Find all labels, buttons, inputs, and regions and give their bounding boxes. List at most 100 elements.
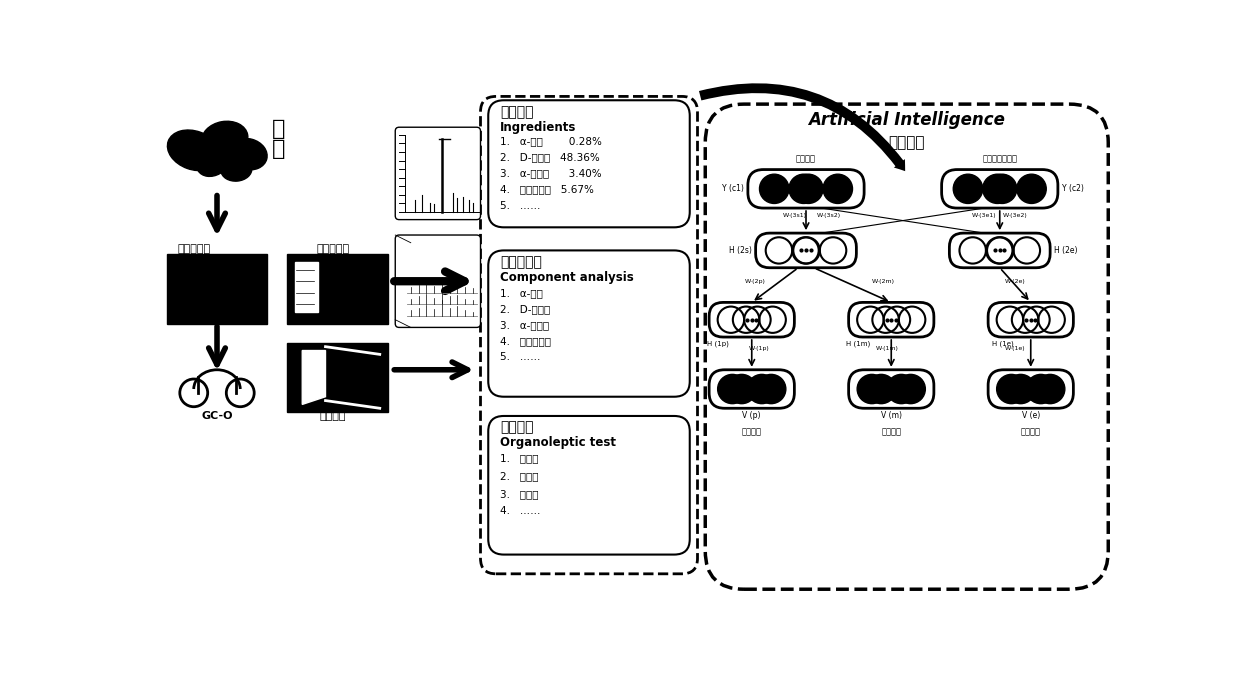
Text: 固相微萩取: 固相微萩取 [177,244,211,254]
Text: H (1m): H (1m) [847,341,870,347]
Circle shape [987,174,1017,204]
Text: 1.   木质香: 1. 木质香 [500,453,538,463]
Circle shape [823,174,853,204]
Circle shape [954,174,982,204]
Text: 3.   α-法尼烯: 3. α-法尼烯 [500,320,549,330]
FancyBboxPatch shape [489,100,689,227]
Circle shape [1006,374,1035,404]
Text: W·(3e1): W·(3e1) [972,213,997,217]
Text: 4.   ……: 4. …… [500,506,541,517]
Text: W·(3s1): W·(3s1) [782,213,806,217]
Text: W·(1e): W·(1e) [1004,345,1025,351]
Text: H (1e): H (1e) [992,341,1014,347]
Text: GC-O: GC-O [201,411,233,421]
Text: 图像数据: 图像数据 [742,427,761,436]
Text: Y (c1): Y (c1) [722,184,744,193]
Ellipse shape [167,130,219,171]
Ellipse shape [221,158,252,181]
FancyBboxPatch shape [481,96,697,574]
Text: 感官评定: 感官评定 [500,420,533,435]
Text: Y (c2): Y (c2) [1061,184,1084,193]
Circle shape [727,374,756,404]
Text: V (m): V (m) [880,411,901,420]
Text: 陈
皮: 陈 皮 [273,119,285,159]
Text: V (p): V (p) [743,411,761,420]
Text: W·(1m): W·(1m) [875,345,899,351]
Text: Organoleptic test: Organoleptic test [500,436,616,449]
Circle shape [895,374,925,404]
Text: 人工智能: 人工智能 [889,135,925,150]
Text: W·(3e2): W·(3e2) [1003,213,1028,217]
Text: Component analysis: Component analysis [500,271,634,284]
Bar [286,255,387,323]
Text: 2.   D-柠樼烯   48.36%: 2. D-柠樼烯 48.36% [500,152,600,162]
Text: 2.   柠樼香: 2. 柠樼香 [500,471,538,481]
Text: 5.   ……: 5. …… [500,352,541,363]
Text: Artificial Intelligence: Artificial Intelligence [808,111,1006,129]
Circle shape [1017,174,1047,204]
Ellipse shape [197,147,229,176]
Text: 4.   十六酸甲酰   5.67%: 4. 十六酸甲酰 5.67% [500,184,594,195]
Polygon shape [303,350,325,405]
FancyBboxPatch shape [941,169,1058,208]
Text: W·(3s2): W·(3s2) [817,213,841,217]
FancyBboxPatch shape [489,250,689,397]
Text: 2.   D-柠樼烯: 2. D-柠樼烯 [500,304,551,314]
Circle shape [746,374,776,404]
FancyBboxPatch shape [748,169,864,208]
Text: 气质联用仪: 气质联用仪 [316,244,350,254]
FancyBboxPatch shape [396,127,481,219]
Text: 4.   十六酸甲鄐: 4. 十六酸甲鄐 [500,336,551,346]
FancyBboxPatch shape [489,416,689,555]
Text: 5.   ……: 5. …… [500,201,541,211]
FancyBboxPatch shape [396,235,481,327]
FancyBboxPatch shape [950,233,1050,268]
Circle shape [794,174,823,204]
FancyBboxPatch shape [709,303,795,337]
FancyBboxPatch shape [706,104,1109,589]
Text: H (1p): H (1p) [707,341,729,347]
Text: 相对含量: 相对含量 [500,105,533,119]
Text: W·(2p): W·(2p) [745,279,766,283]
Text: 居感数据: 居感数据 [882,427,901,436]
Ellipse shape [229,138,267,170]
FancyBboxPatch shape [848,369,934,408]
Circle shape [718,374,746,404]
Text: Ingredients: Ingredients [500,120,577,133]
FancyArrowPatch shape [699,83,905,171]
FancyBboxPatch shape [755,233,857,268]
Circle shape [997,374,1025,404]
Text: 3.   野菊香: 3. 野菊香 [500,488,538,499]
FancyBboxPatch shape [848,303,934,337]
Text: 气味评价: 气味评价 [320,411,346,421]
Ellipse shape [202,121,248,156]
FancyBboxPatch shape [709,369,795,408]
Text: V (e): V (e) [1022,411,1040,420]
Text: H (2e): H (2e) [1054,246,1078,255]
Circle shape [867,374,895,404]
Text: 3.   α-法尼烯      3.40%: 3. α-法尼烯 3.40% [500,169,601,178]
Text: W·(1p): W·(1p) [749,345,770,351]
FancyBboxPatch shape [988,369,1074,408]
Text: 风味强度、细层: 风味强度、细层 [982,154,1017,164]
Text: W·(2m): W·(2m) [872,279,895,283]
Circle shape [756,374,786,404]
Text: W·(2e): W·(2e) [1004,279,1025,283]
Text: H (2s): H (2s) [729,246,751,255]
Bar [295,262,317,312]
Text: 1.   α-蘸烯: 1. α-蘸烯 [500,288,543,298]
Circle shape [982,174,1012,204]
Bar [166,255,268,323]
Text: 组成分分析: 组成分分析 [500,255,542,269]
FancyBboxPatch shape [988,303,1074,337]
Circle shape [759,174,789,204]
Text: 风味类型: 风味类型 [796,154,816,164]
Circle shape [857,374,887,404]
Text: 1.   α-蘸烯        0.28%: 1. α-蘸烯 0.28% [500,136,601,146]
Text: 味觉数据: 味觉数据 [1021,427,1040,436]
Circle shape [887,374,916,404]
Circle shape [1025,374,1055,404]
Circle shape [789,174,818,204]
Circle shape [1035,374,1065,404]
Bar [286,343,387,412]
